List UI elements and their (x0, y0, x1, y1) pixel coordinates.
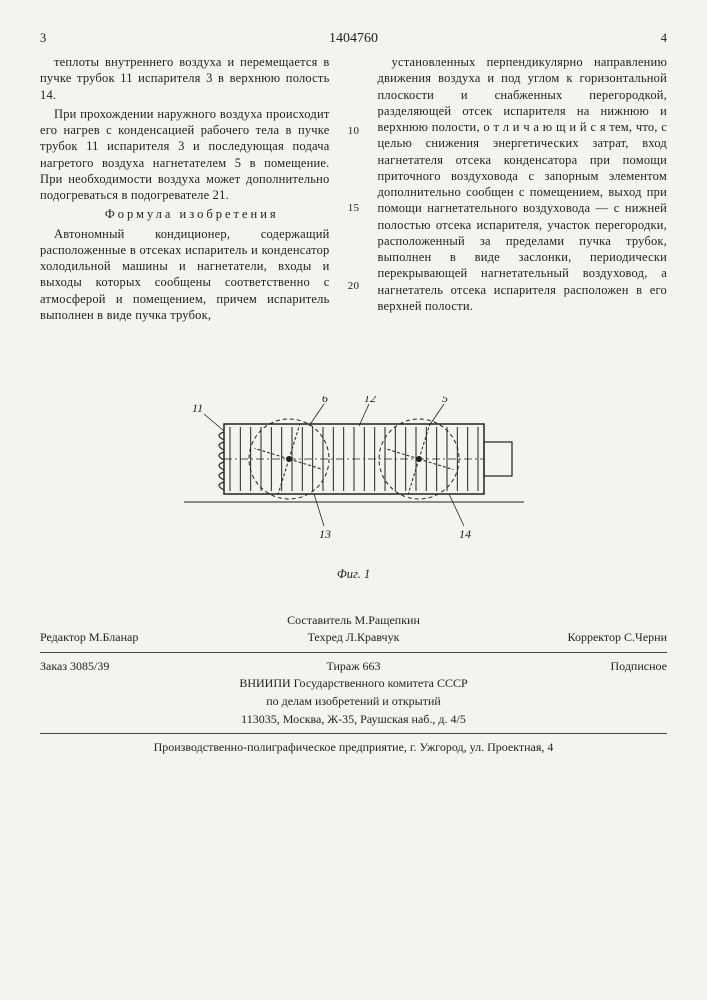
order-row: Заказ 3085/39 Тираж 663 Подписное (40, 659, 667, 675)
paragraph: теплоты внутреннего воздуха и перемещает… (40, 54, 330, 103)
figure-caption: Фиг. 1 (40, 566, 667, 582)
order-number: Заказ 3085/39 (40, 659, 249, 675)
page-number-left: 3 (40, 30, 80, 48)
paragraph: Автономный кондиционер, содержащий распо… (40, 226, 330, 324)
svg-text:12: 12 (364, 396, 376, 405)
paragraph: установленных перпендикулярно направлени… (378, 54, 668, 314)
org-line-2: по делам изобретений и открытий (40, 694, 667, 710)
paragraph: При прохождении наружного воздуха происх… (40, 106, 330, 204)
svg-text:11: 11 (192, 401, 203, 415)
line-number: 15 (346, 201, 362, 215)
corrector: Корректор С.Черни (458, 630, 667, 646)
printer-line: Производственно-полиграфическое предприя… (40, 740, 667, 756)
line-number: 20 (346, 279, 362, 293)
editor: Редактор М.Бланар (40, 630, 249, 646)
credits-row: Редактор М.Бланар Техред Л.Кравчук Корре… (40, 630, 667, 646)
divider (40, 733, 667, 734)
address: 113035, Москва, Ж-35, Раушская наб., д. … (40, 712, 667, 728)
page-number-right: 4 (627, 30, 667, 48)
formula-title: Формула изобретения (40, 206, 330, 222)
text-columns: теплоты внутреннего воздуха и перемещает… (40, 54, 667, 356)
patent-number: 1404760 (80, 30, 627, 48)
compiler-line: Составитель М.Ращепкин (40, 613, 667, 629)
divider (40, 652, 667, 653)
svg-text:14: 14 (459, 527, 471, 541)
techred: Техред Л.Кравчук (249, 630, 458, 646)
figure-1: 11 6 12 5 13 14 Фиг. 1 (40, 396, 667, 583)
org-line-1: ВНИИПИ Государственного комитета СССР (40, 676, 667, 692)
line-number-margin: 10 15 20 (346, 54, 362, 356)
subscription: Подписное (458, 659, 667, 675)
left-column: теплоты внутреннего воздуха и перемещает… (40, 54, 330, 356)
figure-diagram: 11 6 12 5 13 14 (174, 396, 534, 556)
right-column: установленных перпендикулярно направлени… (378, 54, 668, 356)
svg-text:5: 5 (442, 396, 448, 405)
svg-text:13: 13 (319, 527, 331, 541)
svg-text:6: 6 (322, 396, 328, 405)
colophon: Составитель М.Ращепкин Редактор М.Бланар… (40, 613, 667, 756)
tirage: Тираж 663 (249, 659, 458, 675)
page-header: 3 1404760 4 (40, 30, 667, 48)
line-number: 10 (346, 124, 362, 138)
